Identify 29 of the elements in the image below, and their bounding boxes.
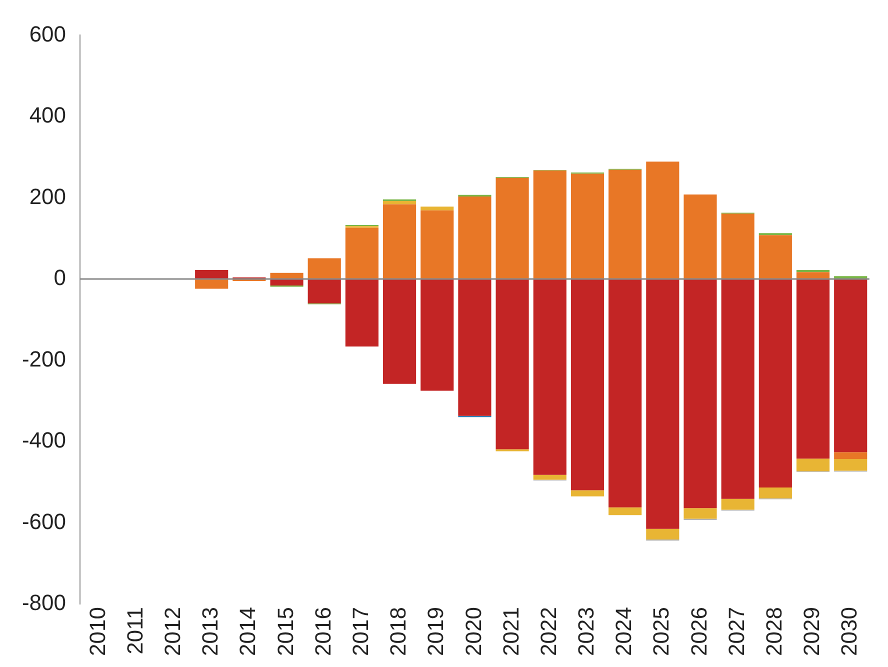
y-tick-label: 600 bbox=[29, 21, 66, 46]
x-tick-label: 2025 bbox=[648, 607, 674, 656]
x-tick-label: 2020 bbox=[460, 607, 486, 656]
x-tick-label: 2024 bbox=[611, 607, 636, 656]
x-tick-label: 2012 bbox=[160, 607, 186, 656]
x-tick-label: 2022 bbox=[536, 607, 561, 656]
x-tick-label: 2023 bbox=[574, 607, 599, 656]
x-tick-label: 2015 bbox=[272, 607, 298, 656]
x-tick-label: 2021 bbox=[498, 607, 524, 656]
x-tick-label: 2029 bbox=[799, 607, 824, 656]
x-tick-label: 2011 bbox=[122, 607, 148, 654]
x-tick-label: 2017 bbox=[348, 607, 374, 656]
y-tick-label: -400 bbox=[22, 428, 66, 453]
x-tick-label: 2028 bbox=[761, 607, 786, 656]
y-tick-label: 0 bbox=[54, 265, 66, 290]
x-tick-label: 2030 bbox=[836, 607, 862, 656]
x-tick-label: 2018 bbox=[386, 607, 411, 656]
x-tick-label: 2019 bbox=[423, 607, 448, 656]
y-tick-label: 200 bbox=[29, 184, 66, 209]
x-tick-label: 2013 bbox=[198, 607, 223, 656]
x-tick-label: 2014 bbox=[235, 607, 260, 656]
x-tick-label: 2027 bbox=[724, 607, 749, 656]
x-tick-label: 2026 bbox=[686, 607, 712, 656]
y-tick-label: -800 bbox=[22, 590, 66, 616]
x-tick-label: 2016 bbox=[310, 607, 336, 656]
y-tick-label: 400 bbox=[29, 102, 66, 128]
x-tick-label: 2010 bbox=[84, 607, 110, 656]
y-tick-label: -200 bbox=[22, 346, 66, 372]
y-tick-label: -600 bbox=[22, 508, 66, 534]
